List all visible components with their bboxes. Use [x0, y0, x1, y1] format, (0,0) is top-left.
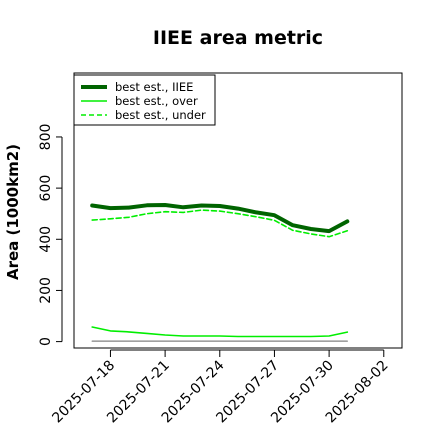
plot-frame: [73, 72, 403, 349]
y-axis: 0 200 400 600 800: [38, 124, 63, 346]
series-layer: [90, 203, 350, 342]
legend-box: [73, 74, 216, 126]
legend-label: best est., over: [115, 94, 198, 108]
series-line-0: [90, 203, 350, 234]
series-line-2: [91, 209, 349, 238]
y-tick-label: 400: [38, 226, 54, 253]
legend-label: best est., IIEE: [115, 80, 193, 94]
chart-title: IIEE area metric: [153, 27, 323, 49]
y-tick-label: 800: [38, 124, 54, 151]
y-tick-label: 600: [38, 175, 54, 202]
x-axis: 2025-07-182025-07-212025-07-242025-07-27…: [49, 349, 392, 426]
series-line-1: [91, 326, 349, 338]
y-tick-label: 0: [38, 337, 54, 346]
y-tick-label: 200: [38, 277, 54, 304]
legend-label: best est., under: [115, 108, 206, 122]
y-axis-label: Area (1000km2): [4, 144, 22, 280]
